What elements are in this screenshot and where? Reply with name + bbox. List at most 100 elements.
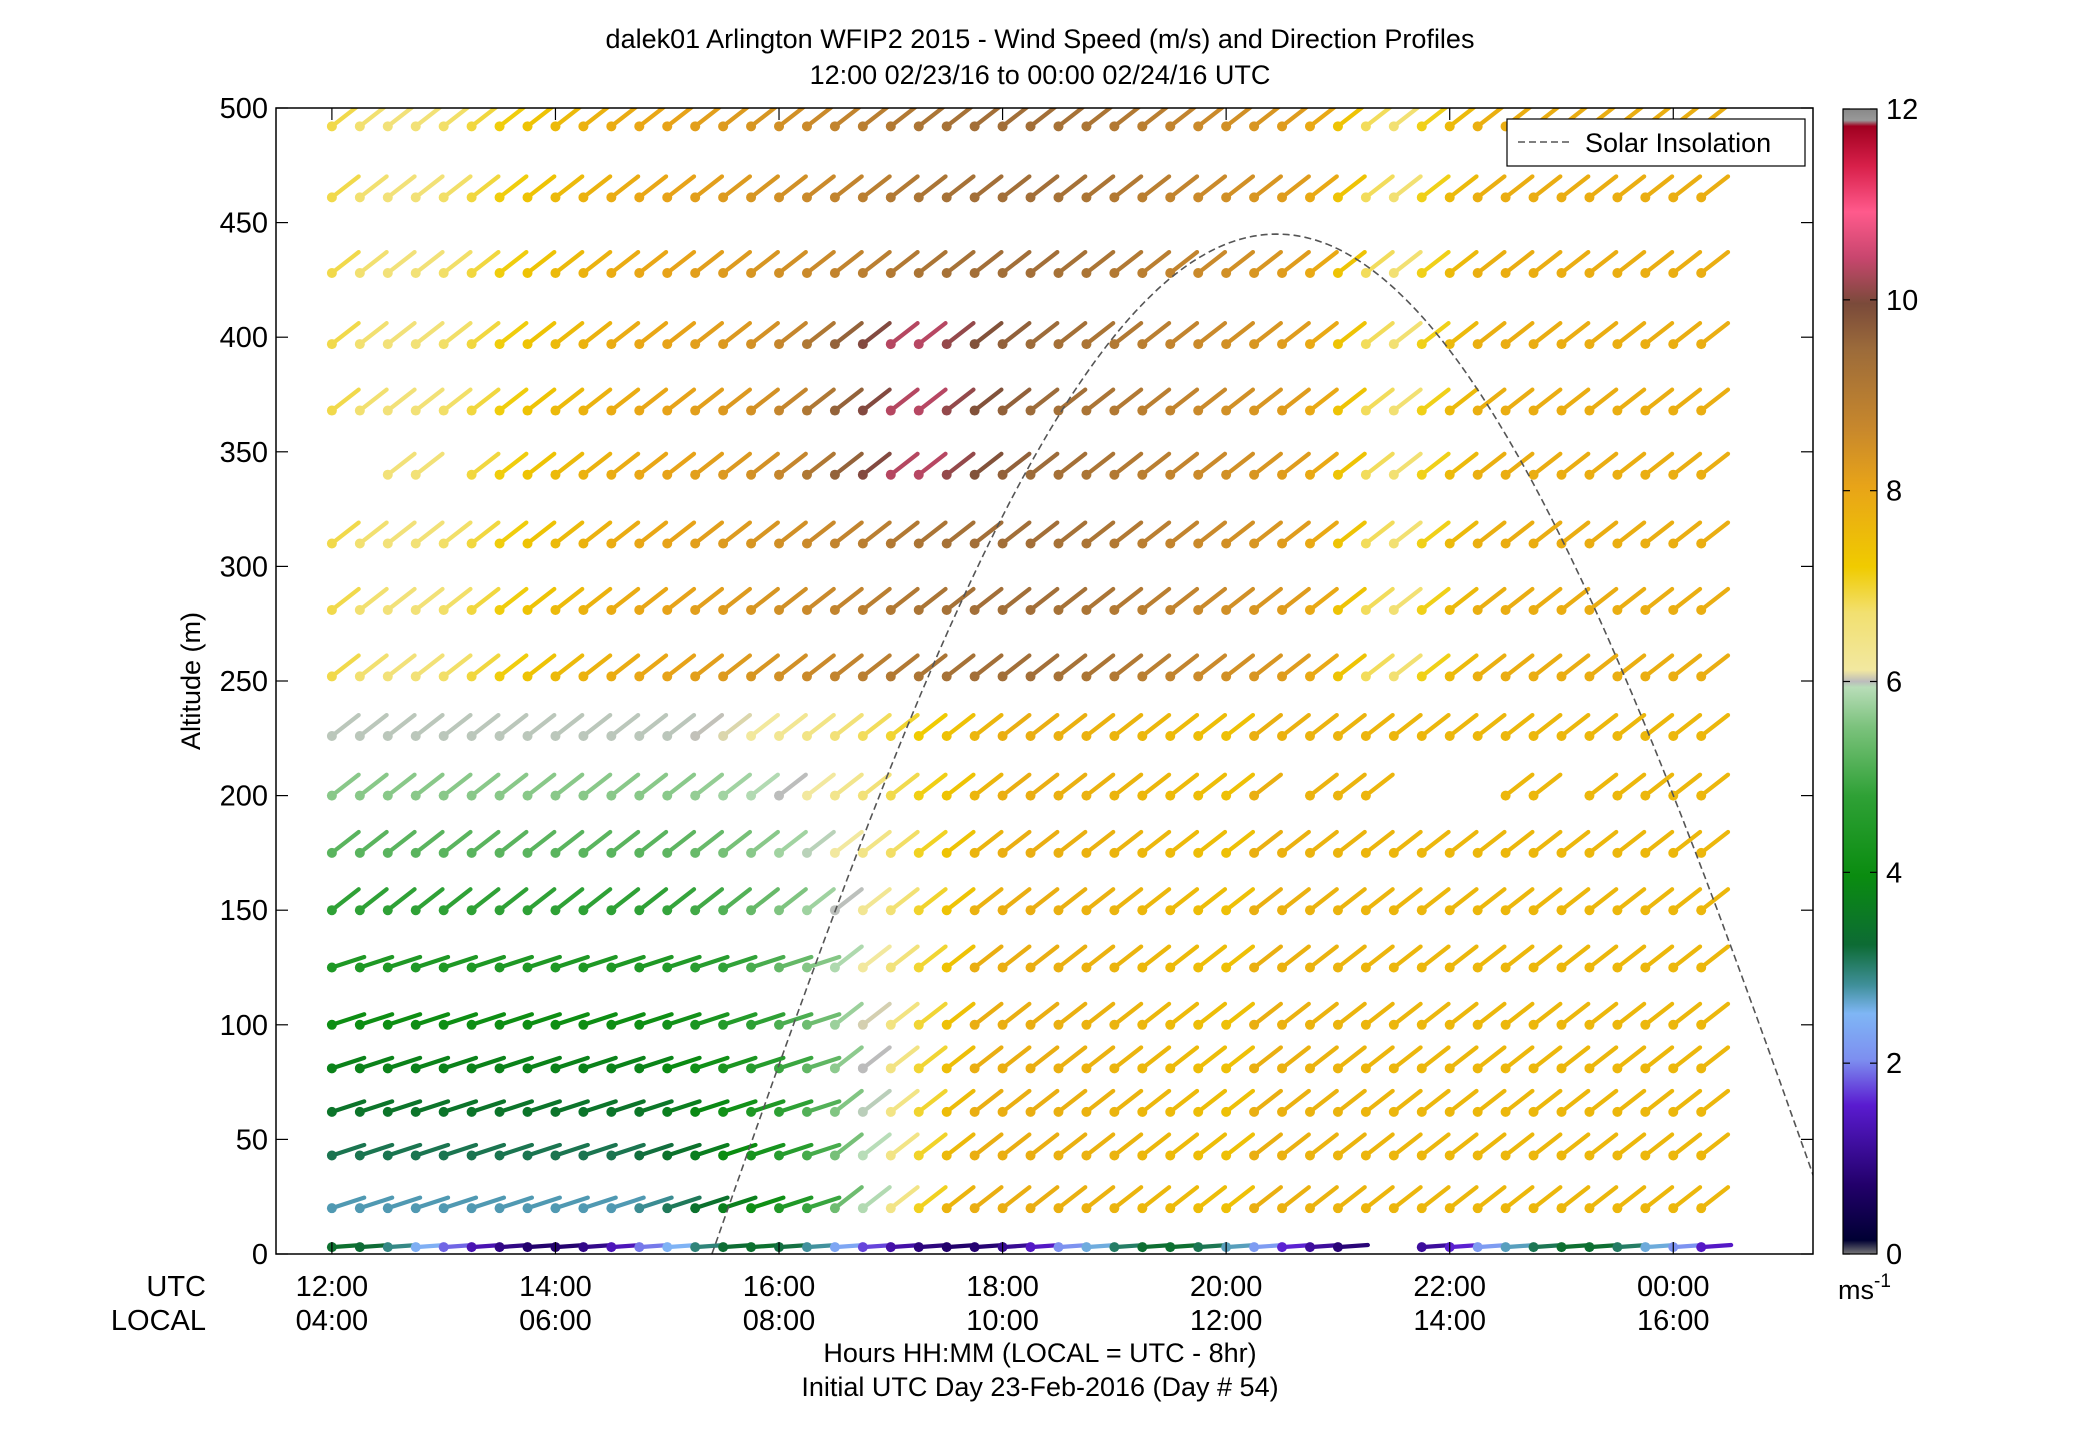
wind-barb-line xyxy=(497,1195,534,1211)
wind-barb-line xyxy=(1615,887,1647,913)
wind-barb-dot xyxy=(1528,1106,1539,1117)
chart-title-line-1: dalek01 Arlington WFIP2 2015 - Wind Spee… xyxy=(606,24,1475,54)
wind-barb-line xyxy=(1671,586,1703,613)
wind-barb-line xyxy=(1140,1132,1172,1158)
wind-barb-dot xyxy=(382,671,393,682)
wind-barb-line xyxy=(1140,887,1172,913)
wind-barb-line xyxy=(525,1195,562,1211)
wind-barb-dot xyxy=(578,268,589,279)
wind-barb-dot xyxy=(354,1242,365,1253)
wind-barb-line xyxy=(1699,887,1731,913)
wind-barb-dot xyxy=(1053,962,1064,973)
wind-barb-line xyxy=(413,520,445,546)
wind-barb-dot xyxy=(1025,604,1036,615)
wind-barb-line xyxy=(385,321,417,347)
wind-barb-line xyxy=(1279,586,1311,613)
wind-barb-line xyxy=(1531,520,1563,546)
wind-barb-line xyxy=(804,387,836,413)
wind-barb-dot xyxy=(690,790,701,801)
wind-barb-line xyxy=(1503,887,1535,913)
wind-barb-dot xyxy=(634,121,645,132)
wind-barb-line xyxy=(1224,520,1256,546)
wind-barb-line xyxy=(413,451,445,477)
wind-barb-line xyxy=(693,321,725,347)
wind-barb-dot xyxy=(913,1019,924,1030)
wind-barb-line xyxy=(1112,944,1144,970)
wind-barb-line xyxy=(1587,829,1619,856)
wind-barb-dot xyxy=(1053,121,1064,132)
wind-barb-line xyxy=(804,1195,842,1211)
wind-barb-dot xyxy=(606,339,617,350)
wind-barb-line xyxy=(1000,321,1032,347)
wind-barb-line xyxy=(804,653,836,679)
wind-barb-dot xyxy=(1528,1019,1539,1030)
wind-barb-dot xyxy=(522,731,533,742)
wind-barb-line xyxy=(944,108,974,129)
wind-barb-line xyxy=(1615,1045,1647,1071)
wind-barb-line xyxy=(581,772,613,798)
wind-barb-line xyxy=(693,174,725,200)
wind-barb-dot xyxy=(550,538,561,549)
wind-barb-line xyxy=(1084,712,1116,739)
wind-barb-line xyxy=(1335,653,1367,679)
wind-barb-dot xyxy=(885,905,896,916)
wind-barb-line xyxy=(1671,1185,1703,1211)
wind-barb-line xyxy=(441,954,479,970)
wind-barb-dot xyxy=(1304,1203,1315,1214)
wind-barb-line xyxy=(553,249,585,276)
wind-barb-dot xyxy=(354,538,365,549)
wind-barb-line xyxy=(1140,1088,1172,1114)
wind-barb-line xyxy=(972,108,1002,129)
wind-barb-dot xyxy=(634,192,645,203)
wind-barb-dot xyxy=(1332,731,1343,742)
wind-barb-line xyxy=(1196,887,1228,913)
wind-barb-line xyxy=(1028,174,1060,200)
wind-barb-line xyxy=(1279,520,1311,546)
wind-barb-line xyxy=(1028,1132,1060,1158)
wind-barb-dot xyxy=(1640,538,1651,549)
wind-barb-dot xyxy=(634,1019,645,1030)
wind-barb-dot xyxy=(690,962,701,973)
wind-barb-dot xyxy=(662,1150,673,1161)
wind-barb-line xyxy=(1531,1185,1563,1211)
wind-barb-dot xyxy=(1444,1106,1455,1117)
wind-barb-line xyxy=(1112,1088,1144,1114)
wind-barb-line xyxy=(1084,1045,1116,1071)
wind-barb-dot xyxy=(382,1019,393,1030)
wind-barb-line xyxy=(1419,1088,1451,1114)
wind-barb-line xyxy=(1028,1045,1060,1071)
wind-barb-dot xyxy=(438,1150,449,1161)
wind-barb-line xyxy=(1112,321,1144,347)
wind-barb-dot xyxy=(941,1063,952,1074)
wind-barb-line xyxy=(1503,1001,1535,1027)
wind-barb-dot xyxy=(885,339,896,350)
wind-barb-dot xyxy=(913,1150,924,1161)
wind-barb-line xyxy=(441,520,473,546)
wind-barb-line xyxy=(693,451,725,477)
wind-barb-dot xyxy=(326,1203,337,1214)
wind-barb-dot xyxy=(1221,192,1232,203)
wind-barb-dot xyxy=(1221,1019,1232,1030)
wind-barb-dot xyxy=(662,905,673,916)
wind-barb-dot xyxy=(997,1150,1008,1161)
wind-barb-dot xyxy=(997,1063,1008,1074)
wind-barb-dot xyxy=(326,671,337,682)
wind-barb-line xyxy=(804,887,836,913)
wind-barb-line xyxy=(1559,586,1591,613)
wind-barb-line xyxy=(916,451,948,477)
wind-barb-dot xyxy=(1193,905,1204,916)
wind-barb-dot xyxy=(1249,604,1260,615)
wind-barb-line xyxy=(497,653,529,679)
wind-barb-dot xyxy=(1053,1063,1064,1074)
wind-barb-dot xyxy=(997,905,1008,916)
wind-barb-dot xyxy=(466,192,477,203)
wind-barb-line xyxy=(1699,944,1731,970)
wind-barb-dot xyxy=(1081,847,1092,858)
wind-barb-line xyxy=(1363,174,1395,200)
wind-barb-dot xyxy=(969,469,980,480)
wind-barb-dot xyxy=(941,790,952,801)
wind-barb-dot xyxy=(1277,1203,1288,1214)
wind-barb-line xyxy=(1224,108,1254,129)
wind-barb-line xyxy=(832,944,864,970)
wind-barb-dot xyxy=(606,604,617,615)
